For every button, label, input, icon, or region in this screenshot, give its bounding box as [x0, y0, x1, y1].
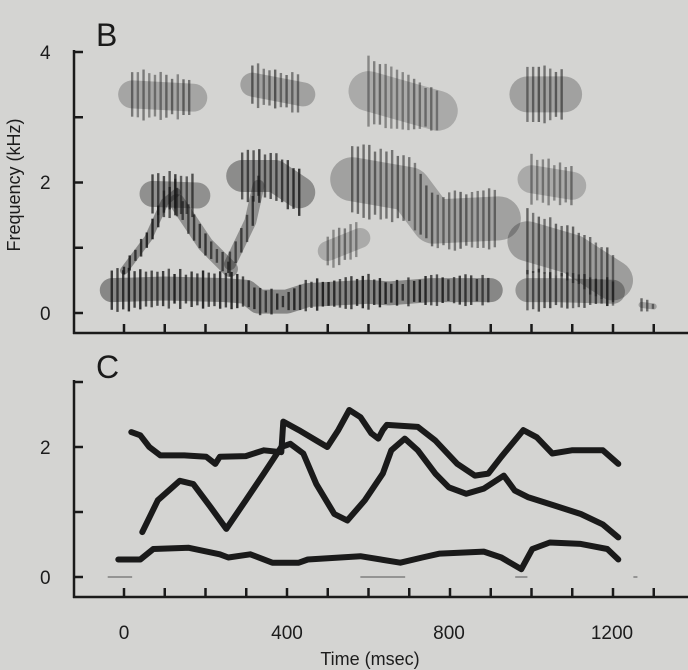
c-y-tick-label-2: 2	[40, 438, 51, 459]
c-x-tick-label-400: 400	[271, 623, 303, 644]
formant-track-3	[128, 407, 622, 479]
band-core	[638, 301, 657, 310]
panel-label-c: C	[96, 349, 119, 385]
spectrogram-panel-b	[99, 55, 657, 316]
energy-band	[240, 63, 316, 113]
b-y-tick-label-4: 4	[40, 43, 51, 64]
c-x-tick-label-800: 800	[433, 623, 465, 644]
c-x-tick-label-0: 0	[119, 623, 130, 644]
band-core	[517, 165, 587, 200]
energy-band	[223, 175, 265, 277]
energy-band	[168, 187, 238, 277]
energy-band	[330, 144, 521, 251]
b-y-axis-title: Frequency (kHz)	[4, 118, 24, 251]
energy-band	[507, 208, 633, 307]
band-core	[330, 157, 521, 244]
panel-label-b: B	[96, 17, 117, 53]
energy-band	[517, 153, 587, 206]
c-x-tick-label-1200: 1200	[591, 623, 633, 644]
energy-band	[99, 267, 503, 316]
band-core	[99, 276, 503, 314]
c-y-tick-label-0: 0	[40, 568, 51, 589]
band-core	[317, 227, 371, 262]
band-core	[240, 72, 316, 107]
band-core	[507, 221, 633, 301]
axes	[72, 50, 688, 599]
formant-track-1	[115, 539, 622, 573]
band-core	[226, 159, 316, 209]
band-core	[168, 194, 238, 277]
band-core	[120, 188, 181, 275]
formant-tracks-panel-c	[107, 407, 638, 578]
band-core	[139, 180, 211, 209]
band-core	[348, 71, 458, 131]
band-core	[515, 278, 625, 304]
c-x-axis-title: Time (msec)	[320, 649, 419, 669]
band-core	[118, 80, 208, 112]
energy-band	[509, 65, 583, 124]
energy-band	[638, 298, 657, 312]
band-core	[223, 179, 265, 271]
energy-band	[348, 55, 458, 131]
energy-band	[118, 69, 208, 121]
energy-band	[139, 171, 211, 219]
b-y-tick-label-0: 0	[40, 304, 51, 325]
formant-track-2	[139, 435, 622, 541]
energy-band	[317, 222, 371, 268]
energy-band	[226, 149, 316, 216]
b-y-tick-label-2: 2	[40, 173, 51, 194]
